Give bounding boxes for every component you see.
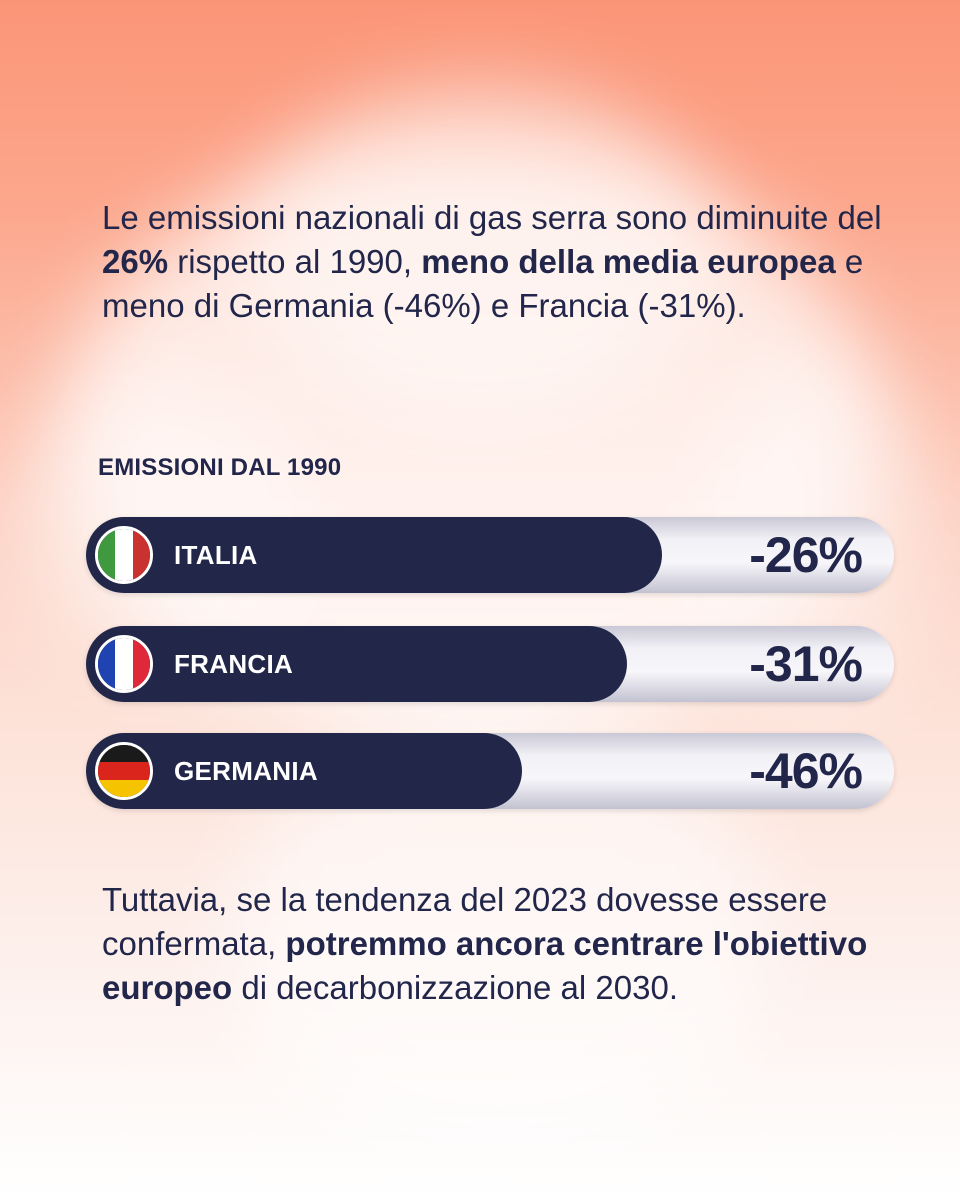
chart-title: EMISSIONI DAL 1990 xyxy=(98,454,342,481)
intro-text: rispetto al 1990, xyxy=(168,243,422,280)
bar-label: ITALIA xyxy=(174,540,258,570)
bar-fill-italia xyxy=(86,517,662,593)
bar-label: GERMANIA xyxy=(174,756,318,786)
bar-fill-francia xyxy=(86,626,627,702)
bar-value-label: -31% xyxy=(749,636,863,692)
intro-text: e meno di Germania (-46%) e Francia (-31… xyxy=(102,243,864,324)
intro-highlight: meno della media europea xyxy=(421,243,836,280)
intro-paragraph: Le emissioni nazionali di gas serra sono… xyxy=(102,196,882,328)
intro-text: Le emissioni nazionali di gas serra sono… xyxy=(102,199,882,236)
outro-paragraph: Tuttavia, se la tendenza del 2023 dovess… xyxy=(102,878,882,1010)
bar-label: FRANCIA xyxy=(174,649,294,679)
flag-francia-icon xyxy=(95,635,153,693)
cloud-background xyxy=(250,80,710,420)
intro-highlight: 26% xyxy=(102,243,169,280)
bar-row-francia: FRANCIA -31% xyxy=(86,626,894,702)
outro-text: di decarbonizzazione al 2030. xyxy=(232,969,678,1006)
outro-highlight: potremmo ancora centrare l'obiettivo eur… xyxy=(102,925,868,1006)
flag-italia-icon xyxy=(95,526,153,584)
bar-row-germania: GERMANIA -46% xyxy=(86,733,894,809)
bar-fill-germania xyxy=(86,733,522,809)
flag-germania-icon xyxy=(95,742,153,800)
bar-value-label: -46% xyxy=(749,743,863,799)
bar-row-italia: ITALIA -26% xyxy=(86,517,894,593)
bar-value-label: -26% xyxy=(749,527,863,583)
outro-text: Tuttavia, se la tendenza del 2023 dovess… xyxy=(102,881,828,962)
